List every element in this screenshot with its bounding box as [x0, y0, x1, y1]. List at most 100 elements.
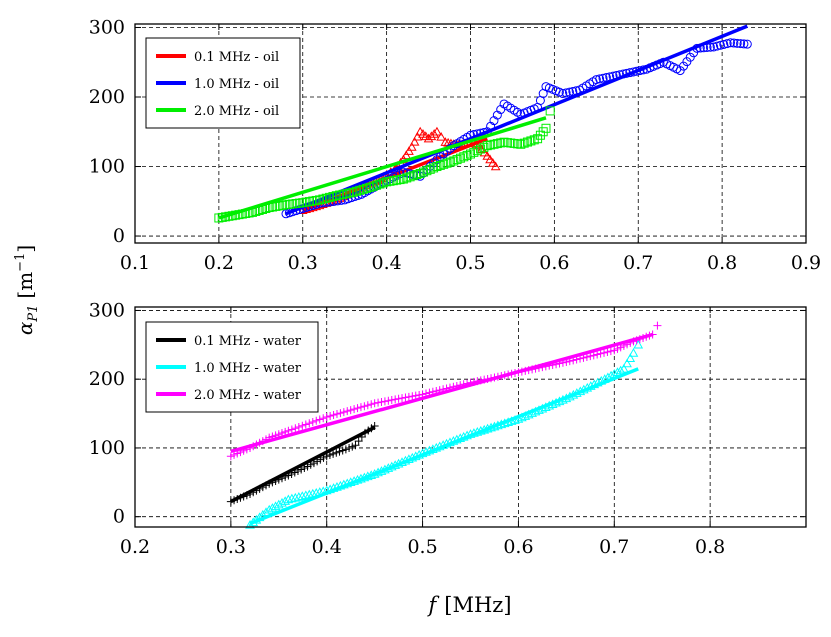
data-point — [226, 452, 235, 461]
data-point — [308, 196, 318, 206]
data-point — [742, 39, 752, 49]
x-tick-label: 0.6 — [503, 536, 533, 558]
legend-label: 0.1 MHz - oil — [194, 50, 279, 65]
data-point — [308, 418, 317, 426]
fit-line — [218, 116, 547, 220]
data-point — [305, 419, 314, 428]
data-point — [356, 403, 365, 412]
data-point — [304, 197, 314, 207]
series-1-0-mhz-water — [245, 339, 644, 529]
y-axis-title-exponent: −1 — [13, 253, 28, 272]
data-point — [354, 437, 363, 446]
data-point — [298, 421, 307, 430]
data-point — [442, 158, 452, 168]
data-point — [476, 144, 486, 154]
data-point — [398, 174, 408, 184]
x-tick-label: 0.5 — [407, 536, 437, 558]
data-point — [705, 42, 715, 52]
data-point — [419, 167, 429, 177]
data-point — [615, 365, 626, 375]
data-point — [485, 154, 495, 164]
data-point — [367, 400, 376, 409]
x-tick-label: 0.8 — [707, 252, 737, 274]
data-point — [274, 201, 284, 211]
x-tick-label: 0.2 — [204, 252, 234, 274]
data-point — [318, 194, 328, 204]
legend-label: 1.0 MHz - oil — [194, 77, 279, 92]
data-point — [523, 137, 533, 147]
data-point — [332, 410, 341, 419]
data-point — [412, 170, 422, 180]
data-point — [293, 492, 304, 501]
data-point — [439, 159, 449, 169]
data-point — [488, 158, 498, 167]
data-point — [339, 408, 348, 417]
y-tick-label: 300 — [89, 299, 125, 321]
y-axis-title-unit: [m — [13, 272, 37, 299]
legend-label: 2.0 MHz - oil — [194, 104, 279, 119]
data-point — [380, 397, 389, 406]
data-point — [429, 129, 440, 138]
x-tick-label: 0.2 — [120, 536, 150, 558]
data-point — [405, 172, 415, 182]
y-axis-title-subscript: P1 — [26, 305, 41, 323]
data-point — [561, 88, 571, 98]
data-point — [353, 404, 362, 413]
data-point — [529, 135, 539, 145]
data-point — [432, 126, 442, 136]
data-point — [402, 173, 412, 183]
fit-line — [285, 24, 748, 216]
data-point — [351, 186, 361, 196]
data-point — [311, 195, 321, 205]
data-point — [370, 399, 379, 408]
data-point — [391, 395, 400, 404]
data-point — [358, 184, 368, 194]
data-point — [415, 168, 425, 178]
data-point — [394, 394, 403, 403]
data-point — [312, 416, 321, 425]
data-point — [633, 339, 644, 349]
x-tick-label: 0.1 — [120, 252, 150, 274]
data-point — [591, 75, 601, 85]
data-point — [341, 445, 350, 454]
data-point — [378, 178, 388, 188]
data-point — [331, 191, 341, 201]
data-point — [622, 358, 632, 368]
data-point — [287, 425, 296, 434]
data-point — [319, 414, 328, 423]
data-point — [606, 347, 615, 356]
data-point — [345, 188, 355, 198]
data-point — [346, 406, 355, 415]
data-point — [300, 490, 311, 500]
series-2-0-mhz-water — [226, 321, 662, 461]
data-point — [335, 190, 345, 200]
data-point — [297, 491, 308, 500]
data-point — [280, 496, 291, 505]
data-point — [360, 402, 369, 411]
series-0-1-mhz-water — [226, 421, 379, 506]
data-point — [526, 136, 536, 146]
data-point — [736, 39, 746, 49]
data-point — [322, 413, 331, 421]
data-point — [479, 142, 489, 152]
data-point — [328, 192, 338, 202]
data-point — [619, 363, 629, 373]
data-point — [361, 183, 371, 193]
data-point — [298, 198, 308, 208]
y-tick-label: 200 — [89, 368, 125, 390]
data-point — [445, 157, 455, 167]
data-point — [426, 131, 437, 141]
y-tick-label: 0 — [113, 506, 125, 528]
x-axis-title-unit: [MHz] — [444, 593, 511, 617]
data-point — [372, 180, 382, 190]
data-point — [558, 89, 568, 99]
data-point — [385, 176, 395, 186]
data-point — [348, 187, 358, 197]
data-point — [287, 493, 297, 503]
data-point — [377, 397, 386, 406]
data-point — [490, 161, 501, 171]
data-point — [388, 176, 398, 186]
data-point — [459, 152, 469, 162]
data-point — [482, 151, 493, 160]
data-point — [486, 140, 496, 150]
